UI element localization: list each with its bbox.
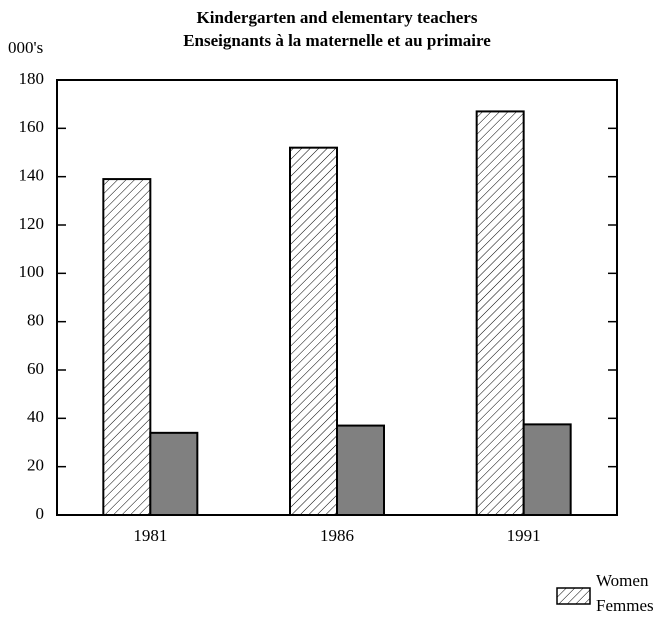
y-tick-label: 120 — [19, 214, 45, 233]
y-tick-label: 80 — [27, 311, 44, 330]
chart-title: Kindergarten and elementary teachers — [197, 8, 478, 27]
y-tick-label: 100 — [19, 262, 45, 281]
y-tick-label: 160 — [19, 117, 45, 136]
legend-label: Femmes — [596, 596, 654, 615]
y-tick-label: 20 — [27, 456, 44, 475]
bar — [336, 424, 385, 517]
bar — [149, 431, 199, 517]
plot-frame — [56, 79, 618, 516]
legend-swatch — [556, 587, 591, 605]
bar — [522, 423, 572, 516]
y-tick-label: 40 — [27, 407, 44, 426]
bar — [289, 146, 338, 517]
y-tick-label: 140 — [19, 166, 45, 185]
y-axis-label: 000's — [8, 38, 43, 57]
bar — [475, 110, 525, 517]
legend-label: Women — [596, 571, 649, 590]
bar — [102, 178, 152, 516]
y-tick-label: 180 — [19, 69, 45, 88]
x-tick-label: 1991 — [507, 526, 541, 545]
y-tick-label: 60 — [27, 359, 44, 378]
x-tick-label: 1986 — [320, 526, 354, 545]
chart-subtitle: Enseignants à la maternelle et au primai… — [183, 31, 491, 50]
y-tick-label: 0 — [36, 504, 45, 523]
x-tick-label: 1981 — [133, 526, 167, 545]
